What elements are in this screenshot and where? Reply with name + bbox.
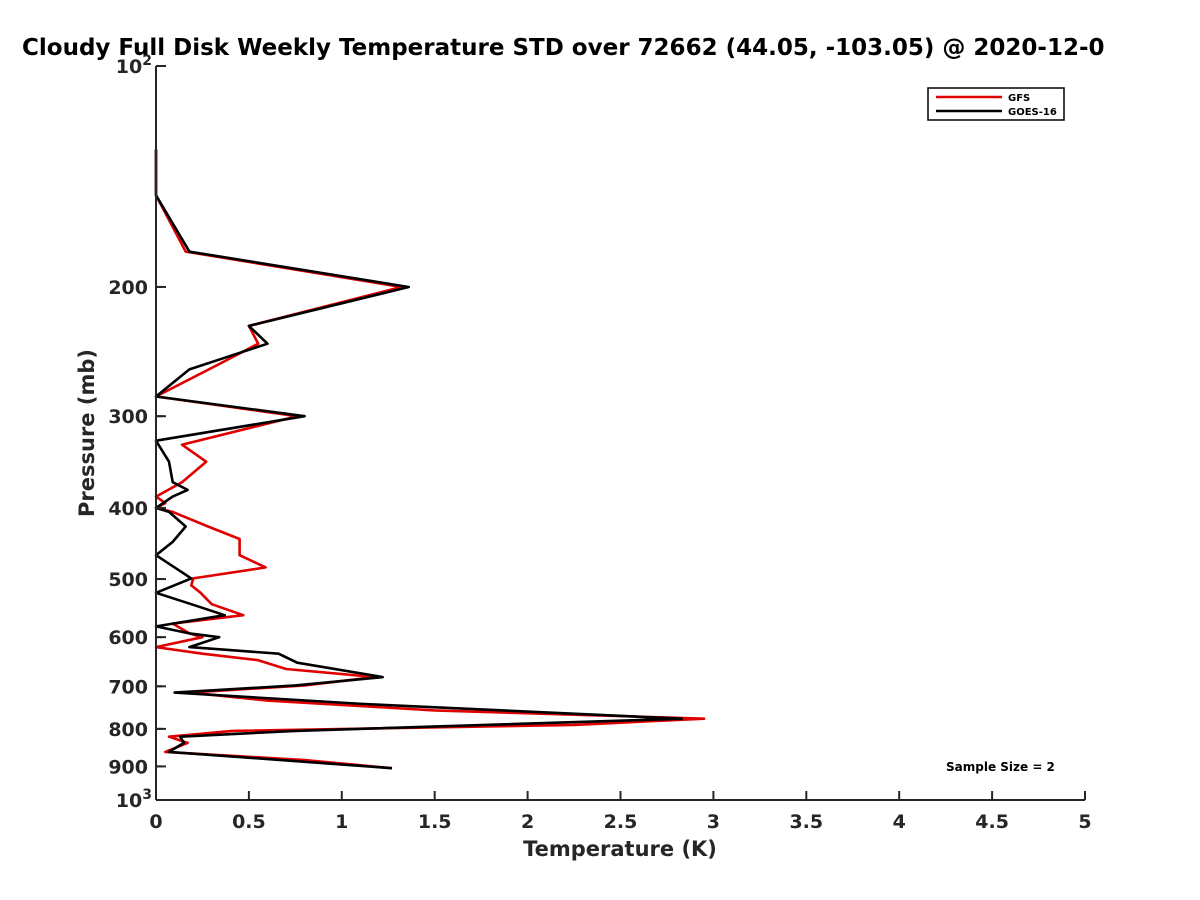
y-tick-label: 700 <box>108 676 148 698</box>
legend-box <box>927 87 1065 121</box>
x-tick-label: 4 <box>893 811 906 833</box>
y-tick-label: 900 <box>108 756 148 778</box>
series-layer <box>154 149 706 770</box>
x-tick-label: 0.5 <box>232 811 266 833</box>
axes <box>155 65 1086 801</box>
x-tick-label: 2 <box>521 811 534 833</box>
legend-label-goes-16: GOES-16 <box>1008 107 1057 118</box>
x-tick-label: 3.5 <box>789 811 823 833</box>
legend: GFS GOES-16 <box>927 87 1065 121</box>
x-axis-label: Temperature (K) <box>523 837 717 861</box>
x-tick-label: 1 <box>335 811 348 833</box>
y-tick-label: 102 <box>116 53 152 78</box>
x-tick-label: 1.5 <box>418 811 452 833</box>
x-tick-label: 4.5 <box>975 811 1009 833</box>
chart-title: Cloudy Full Disk Weekly Temperature STD … <box>22 35 1105 61</box>
y-tick-label: 400 <box>108 498 148 520</box>
sample-size-annotation: Sample Size = 2 <box>946 760 1055 774</box>
x-tick-label: 2.5 <box>604 811 638 833</box>
y-tick-label: 200 <box>108 277 148 299</box>
x-tick-label: 5 <box>1078 811 1091 833</box>
x-tick-label: 0 <box>149 811 162 833</box>
y-tick-label: 500 <box>108 569 148 591</box>
series-line-gfs <box>154 149 706 770</box>
y-tick-label: 300 <box>108 406 148 428</box>
x-tick-label: 3 <box>707 811 720 833</box>
series-line-goes-16 <box>154 149 684 770</box>
legend-label-gfs: GFS <box>1008 93 1030 104</box>
tick-labels: 0 0.5 1 1.5 2 2.5 3 3.5 4 4.5 5 102 200 300 400 500 600 7… <box>108 53 1091 833</box>
y-tick-label: 103 <box>116 787 152 812</box>
y-tick-label: 800 <box>108 719 148 741</box>
y-tick-label: 600 <box>108 627 148 649</box>
y-axis-label: Pressure (mb) <box>75 349 99 517</box>
